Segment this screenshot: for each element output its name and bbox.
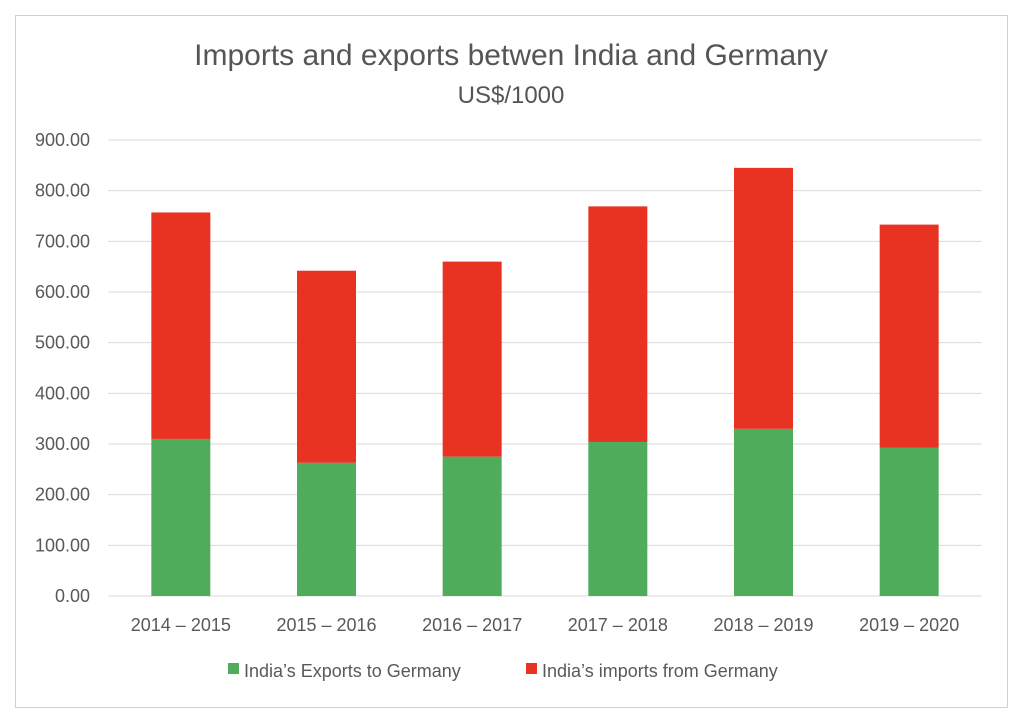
x-tick-label: 2016 – 2017 [422,615,522,635]
y-tick-label: 400.00 [35,383,90,403]
bar-imports [588,206,648,442]
x-tick-label: 2017 – 2018 [568,615,668,635]
legend-label: India’s Exports to Germany [244,661,461,681]
y-tick-label: 800.00 [35,181,90,201]
y-tick-label: 900.00 [35,130,90,150]
y-axis-ticks: 0.00 100.00 200.00 300.00 400.00 500.00 600.00… [35,130,90,606]
y-tick-label: 600.00 [35,282,90,302]
y-tick-label: 200.00 [35,485,90,505]
bar-imports [879,224,939,448]
bar-exports [734,428,793,596]
legend: India’s Exports to Germany India’s import… [228,661,778,681]
bar-exports [879,447,939,596]
bar-exports [297,462,356,596]
bar-exports [151,438,211,596]
legend-swatch [526,663,537,674]
bar-exports [588,441,648,596]
y-tick-label: 700.00 [35,231,90,251]
y-tick-label: 300.00 [35,434,90,454]
chart-title: Imports and exports betwen India and Ger… [194,39,828,72]
bar-imports [297,270,356,463]
chart-subtitle: US$/1000 [458,82,565,109]
legend-swatch [228,663,239,674]
x-tick-label: 2018 – 2019 [713,615,813,635]
x-tick-label: 2014 – 2015 [131,615,231,635]
legend-label: India’s imports from Germany [542,661,778,681]
x-tick-label: 2019 – 2020 [859,615,959,635]
bar-imports [442,261,502,457]
bar-exports [442,456,502,596]
y-tick-label: 100.00 [35,535,90,555]
bars [151,167,939,596]
x-axis-ticks: 2014 – 2015 2015 – 2016 2016 – 2017 2017 – … [131,615,959,635]
y-tick-label: 0.00 [55,586,90,606]
x-tick-label: 2015 – 2016 [276,615,376,635]
y-tick-label: 500.00 [35,333,90,353]
bar-imports [151,212,211,439]
bar-imports [734,167,793,429]
gridlines [108,139,982,597]
